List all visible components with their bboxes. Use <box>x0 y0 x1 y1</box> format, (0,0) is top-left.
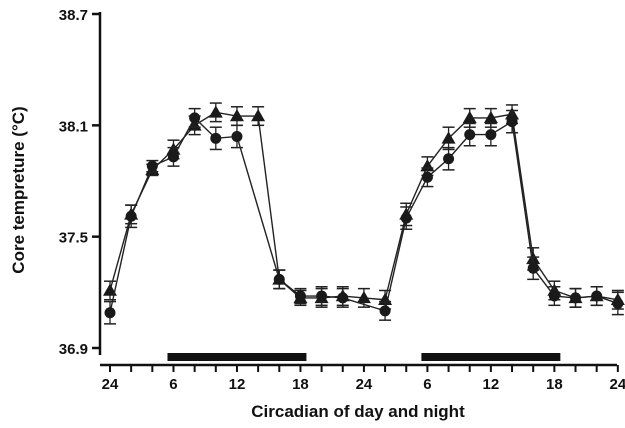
data-point-circle <box>421 171 433 183</box>
data-point-circle <box>443 153 455 165</box>
data-point-circle <box>189 112 201 124</box>
x-axis-title: Circadian of day and night <box>251 402 465 421</box>
data-point-triangle <box>208 105 223 118</box>
x-axis-ticks: 24 6 12 18 24 6 12 18 24 <box>102 365 625 393</box>
data-point-circle <box>167 151 179 163</box>
data-point-circle <box>548 290 560 302</box>
data-point-triangle <box>356 290 371 304</box>
x-tick-label: 24 <box>356 376 373 393</box>
x-tick-label: 24 <box>609 376 625 393</box>
data-point-triangle <box>103 283 117 296</box>
y-tick-label: 38.1 <box>59 118 88 135</box>
data-point-circle <box>379 305 391 317</box>
x-tick-label: 6 <box>169 376 177 393</box>
data-point-triangle <box>441 131 456 144</box>
series-line <box>109 111 618 301</box>
y-tick-label: 38.7 <box>59 7 88 24</box>
y-tick-label: 36.9 <box>59 341 88 358</box>
series-triangle <box>103 102 625 310</box>
data-point-triangle <box>483 110 498 124</box>
y-axis-ticks: 36.9 37.5 38.1 38.7 <box>59 7 100 358</box>
data-point-circle <box>527 262 539 274</box>
data-point-circle <box>506 116 518 128</box>
data-point-circle <box>316 290 328 302</box>
x-tick-label: 12 <box>483 376 500 393</box>
dark-period-bar <box>167 353 307 361</box>
series-line <box>109 116 619 313</box>
data-point-circle <box>612 297 624 309</box>
axes <box>98 12 617 367</box>
dark-period-bars <box>167 353 561 361</box>
data-point-circle <box>294 290 306 302</box>
x-tick-label: 24 <box>102 376 119 393</box>
data-point-triangle <box>462 110 477 124</box>
data-point-circle <box>570 292 582 304</box>
x-tick-label: 6 <box>423 376 431 393</box>
data-point-circle <box>125 210 137 222</box>
data-point-triangle <box>229 109 244 122</box>
data-point-circle <box>231 130 243 142</box>
data-point-circle <box>464 129 476 141</box>
data-point-circle <box>210 132 222 144</box>
data-point-triangle <box>251 109 266 122</box>
data-point-circle <box>273 273 285 285</box>
series-circle <box>104 107 624 325</box>
data-point-circle <box>485 129 497 141</box>
x-tick-label: 18 <box>546 376 563 393</box>
data-point-circle <box>146 160 158 172</box>
data-point-circle <box>104 307 116 319</box>
data-point-circle <box>400 212 412 224</box>
data-series <box>103 102 625 325</box>
y-axis-title: Core tempreture (°C) <box>9 106 28 273</box>
x-tick-label: 18 <box>292 376 309 393</box>
data-point-circle <box>591 290 603 302</box>
x-tick-label: 12 <box>229 376 246 393</box>
dark-period-bar <box>421 353 561 361</box>
data-point-circle <box>337 292 349 304</box>
y-tick-label: 37.5 <box>59 230 88 247</box>
